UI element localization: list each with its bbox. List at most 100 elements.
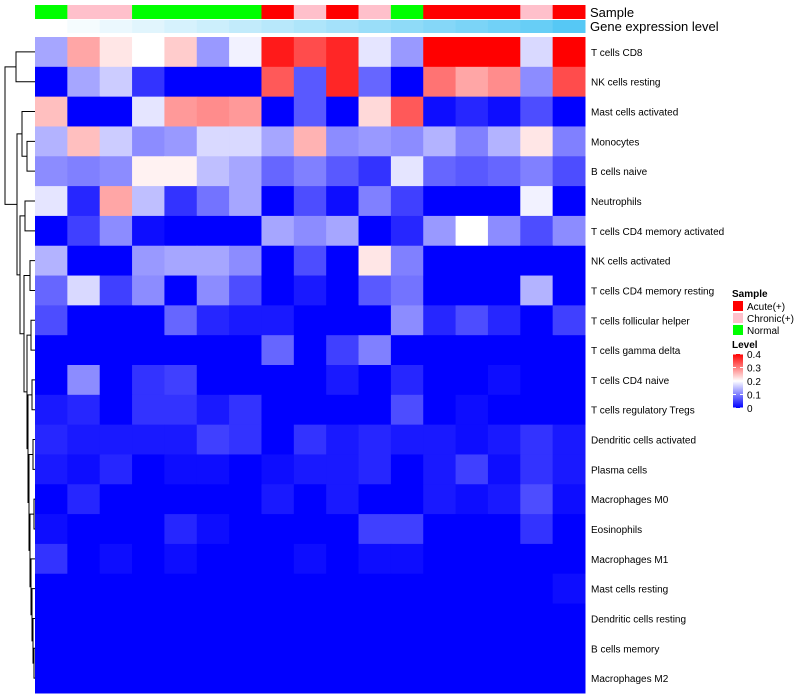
gene-expression-annotation-cell (196, 20, 230, 33)
heatmap-cell (67, 186, 101, 217)
heatmap-cell (455, 394, 489, 426)
heatmap-cell (67, 215, 101, 247)
heatmap-cell (423, 126, 457, 157)
heatmap-cell (455, 514, 489, 545)
heatmap-cell (423, 573, 457, 605)
heatmap-cell (293, 514, 327, 545)
heatmap-cell (35, 37, 68, 68)
heatmap-cell (455, 275, 489, 306)
heatmap-cell (390, 573, 424, 605)
gene-expression-annotation-cell (261, 20, 295, 33)
heatmap-cell (390, 156, 424, 187)
heatmap-cell (229, 633, 262, 664)
gene-expression-annotation-cell (487, 20, 521, 33)
heatmap-cell (132, 424, 165, 455)
heatmap-cell (196, 424, 230, 455)
heatmap-cell (261, 484, 295, 515)
heatmap-cell (455, 335, 489, 366)
heatmap-cell (261, 305, 295, 336)
heatmap-cell (99, 156, 133, 187)
heatmap-cell (326, 573, 360, 605)
heatmap-cell (487, 126, 521, 157)
heatmap-cell (229, 573, 262, 605)
heatmap-cell (229, 424, 262, 455)
heatmap-cell (358, 484, 392, 515)
heatmap-cell (455, 156, 489, 187)
legend-sample-swatch (733, 313, 743, 323)
heatmap-cell (487, 394, 521, 426)
heatmap-cell (164, 573, 198, 605)
heatmap-cell (390, 394, 424, 426)
heatmap-cell (293, 394, 327, 426)
dendrogram-link (33, 498, 35, 530)
heatmap-cell (261, 603, 295, 634)
gene-expression-annotation-cell (132, 20, 165, 33)
heatmap-cell (132, 156, 165, 187)
heatmap-cell (132, 394, 165, 426)
sample-annotation-cell (552, 5, 586, 19)
gene-expression-annotation-cell (520, 20, 554, 33)
heatmap-cell (229, 603, 262, 634)
heatmap-cell (455, 365, 489, 396)
heatmap-cell (35, 484, 68, 515)
heatmap-cell (67, 484, 101, 515)
heatmap-cell (67, 573, 101, 605)
row-label: Macrophages M1 (591, 555, 669, 566)
heatmap-cell (293, 573, 327, 605)
heatmap-cell (196, 215, 230, 247)
dendrogram-link (24, 200, 35, 232)
heatmap-cell (196, 365, 230, 396)
heatmap-cell (455, 484, 489, 515)
row-label: T cells CD4 memory activated (591, 227, 724, 238)
heatmap-cell (164, 424, 198, 455)
heatmap-cell (164, 603, 198, 634)
row-label: T cells gamma delta (591, 346, 681, 357)
heatmap-cell (455, 96, 489, 127)
heatmap-cell (487, 37, 521, 68)
heatmap-cell (487, 335, 521, 366)
sample-annotation-cell (99, 5, 133, 19)
heatmap-cell (358, 603, 392, 634)
heatmap-cell (261, 514, 295, 545)
legend-sample-label: Normal (747, 326, 779, 337)
sample-annotation-cell (132, 5, 165, 19)
row-label: Eosinophils (591, 525, 642, 536)
heatmap-cell (552, 484, 586, 515)
heatmap-cell (196, 156, 230, 187)
heatmap-cell (520, 186, 554, 217)
gene-expression-annotation-cell (423, 20, 457, 33)
heatmap-cell (196, 305, 230, 336)
heatmap-cell (164, 215, 198, 247)
heatmap-cell (229, 305, 262, 336)
heatmap-cell (35, 365, 68, 396)
heatmap-cell (35, 96, 68, 127)
heatmap-cell (326, 275, 360, 306)
row-label: Macrophages M0 (591, 495, 669, 506)
heatmap-cell (164, 454, 198, 485)
heatmap-cell (261, 156, 295, 187)
heatmap-cell (99, 96, 133, 127)
heatmap-cell (67, 305, 101, 336)
heatmap-cell (293, 156, 327, 187)
heatmap-cell (164, 484, 198, 515)
heatmap-cell (326, 365, 360, 396)
heatmap-cell (164, 37, 198, 68)
heatmap-cell (552, 186, 586, 217)
sample-annotation-cell (455, 5, 489, 19)
heatmap-cell (164, 663, 198, 694)
heatmap-cell (99, 514, 133, 545)
heatmap-cell (423, 335, 457, 366)
heatmap-cell (326, 394, 360, 426)
heatmap-cell (455, 66, 489, 98)
heatmap-cell (229, 126, 262, 157)
heatmap-cell (390, 543, 424, 575)
heatmap-cell (423, 156, 457, 187)
heatmap-cell (67, 633, 101, 664)
heatmap-cell (358, 335, 392, 366)
heatmap-cell (293, 126, 327, 157)
heatmap-cell (520, 633, 554, 664)
heatmap-cell (423, 275, 457, 306)
heatmap-cell (293, 37, 327, 68)
sample-annotation-cell (358, 5, 392, 19)
heatmap-cell (487, 454, 521, 485)
